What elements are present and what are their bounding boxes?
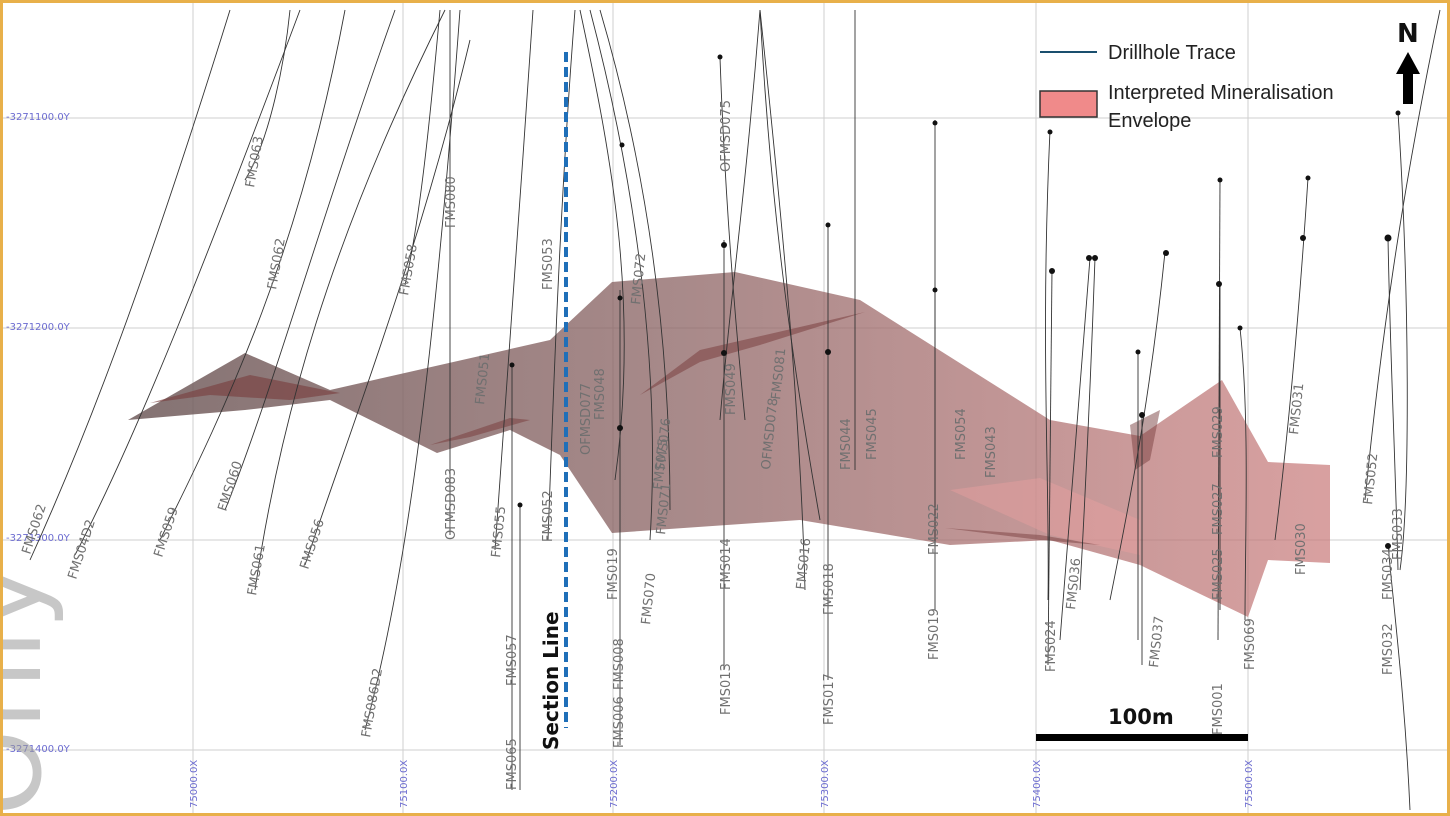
- drillhole-label: FMS055: [489, 505, 509, 558]
- drillhole-label: OFMSD077: [579, 383, 594, 455]
- drillhole-label: FMS029: [1211, 406, 1226, 458]
- drillhole-label: FMS019: [927, 608, 942, 660]
- drillhole-label: FMS006: [612, 696, 627, 748]
- drillhole-label: FMS033: [1391, 508, 1406, 560]
- easting-label: 75000.0X: [189, 760, 200, 808]
- drillhole-label: OFMSD083: [444, 468, 459, 540]
- drillhole-label: FMS048: [593, 368, 608, 420]
- legend-envelope-label-line1: Interpreted Mineralisation: [1108, 82, 1334, 104]
- legend: Drillhole Trace Interpreted Mineralisati…: [1039, 42, 1334, 132]
- drillhole-label: FMS024: [1044, 620, 1059, 672]
- drillhole-label: FMS030: [1294, 523, 1309, 575]
- mineralisation-envelope: [128, 272, 1330, 617]
- drillhole-label: FMS056: [298, 517, 328, 571]
- drillhole-label: FMS045: [865, 408, 880, 460]
- drillhole-label: FMS019: [606, 548, 621, 600]
- drillhole-label: FMS063: [243, 135, 267, 189]
- drillhole-label: FMS062: [20, 502, 50, 556]
- watermark-text: Only: [0, 564, 66, 816]
- drillhole-label: FMS051: [473, 352, 493, 405]
- drillhole-label: FMS025: [1211, 548, 1226, 600]
- drillhole-label: FMS044: [839, 418, 854, 470]
- drillhole-label: FMS013: [719, 663, 734, 715]
- northing-label: -3271200.0Y: [6, 322, 71, 333]
- legend-envelope-swatch: [1039, 90, 1098, 118]
- legend-drillhole-label: Drillhole Trace: [1108, 42, 1236, 64]
- drillhole-collars: [509, 54, 1401, 549]
- legend-envelope-label-line2: Envelope: [1108, 110, 1191, 132]
- scale-bar: [1036, 734, 1248, 741]
- drillhole-label: FMS062: [265, 237, 289, 291]
- easting-label: 75400.0X: [1032, 760, 1043, 808]
- drillhole-label: FMS016: [794, 537, 814, 590]
- drillhole-label: FMS080: [444, 176, 459, 228]
- drillhole-label: FMS049: [724, 363, 739, 415]
- drillhole-label: FMS069: [1243, 618, 1258, 670]
- easting-label: 75200.0X: [609, 760, 620, 808]
- drillhole-label: FMS036: [1064, 557, 1084, 610]
- easting-label: 75100.0X: [399, 760, 410, 808]
- drillhole-label: FMS058: [397, 243, 421, 297]
- drillhole-label: FMS070: [639, 572, 659, 625]
- drillhole-label: FMS081: [769, 347, 789, 400]
- drillhole-label: FMS031: [1287, 382, 1307, 435]
- northing-labels: -3271100.0Y -3271200.0Y -3271300.0Y -327…: [6, 112, 71, 755]
- drillhole-label: FMS075: [651, 437, 671, 490]
- drillhole-traces: [29, 9, 1441, 811]
- drillhole-label: FMS043: [984, 426, 999, 478]
- drillhole-label: FMS037: [1147, 615, 1167, 668]
- drillhole-label: FMS053: [541, 238, 556, 290]
- drillhole-label: FMS057: [505, 634, 520, 686]
- drillhole-label: FMS008: [612, 638, 627, 690]
- drillhole-label: FMS014: [719, 538, 734, 590]
- drillhole-label: FMS052: [1361, 452, 1381, 505]
- drillhole-label: FMS072: [629, 252, 649, 305]
- scale-bar-label: 100m: [1108, 705, 1174, 729]
- northing-label: -3271400.0Y: [6, 744, 71, 755]
- drillhole-label: FMS032: [1381, 623, 1396, 675]
- drillhole-label: FMS027: [1211, 483, 1226, 535]
- easting-label: 75500.0X: [1244, 760, 1255, 808]
- drillhole-label: FMS017: [822, 673, 837, 725]
- drillhole-label: FMS022: [927, 503, 942, 555]
- drillhole-label: OFMSD075: [719, 100, 734, 172]
- northing-label: -3271100.0Y: [6, 112, 71, 123]
- drillhole-labels: FMS062 FMS04D2 FMS059 FMS061 FMS060 FMS0…: [20, 100, 1406, 790]
- drillhole-label: FMS018: [822, 563, 837, 615]
- easting-label: 75300.0X: [820, 760, 831, 808]
- drillhole-label: OFMSD078: [759, 397, 781, 470]
- north-arrow-icon: [1396, 52, 1420, 104]
- drillhole-label: FMS076: [654, 417, 674, 470]
- easting-labels: 75000.0X 75100.0X 75200.0X 75300.0X 7540…: [189, 760, 1255, 808]
- drillhole-label: FMS059: [152, 505, 182, 559]
- drillhole-label: FMS086D2: [359, 667, 386, 739]
- drillhole-label: FMS065: [505, 738, 520, 790]
- north-arrow: N: [1396, 19, 1420, 104]
- section-line-label: Section Line: [539, 611, 563, 750]
- drillhole-label: FMS001: [1211, 683, 1226, 735]
- drillhole-label: FMS054: [954, 408, 969, 460]
- drillhole-label: FMS071: [654, 482, 674, 535]
- north-label: N: [1397, 19, 1419, 49]
- northing-label: -3271300.0Y: [6, 533, 71, 544]
- drillhole-label: FMS061: [245, 543, 269, 597]
- drillhole-label: FMS052: [541, 490, 556, 542]
- drillhole-label: FMS034: [1381, 548, 1396, 600]
- drillhole-label: FMS04D2: [66, 518, 99, 581]
- drillhole-label: FMS060: [216, 459, 246, 513]
